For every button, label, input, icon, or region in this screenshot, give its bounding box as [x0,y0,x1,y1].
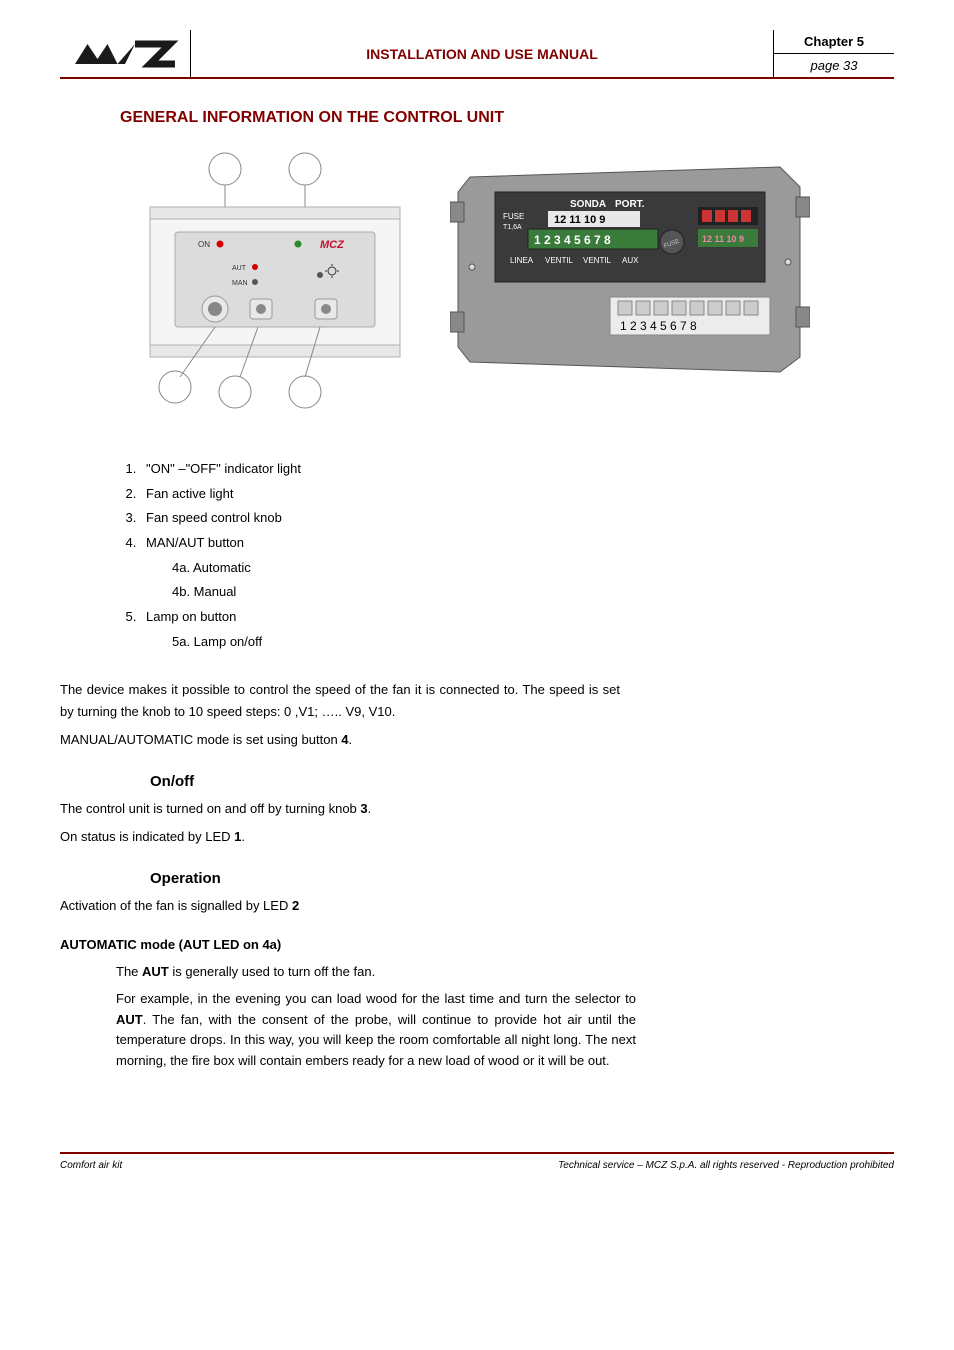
auto-mode-block: The AUT is generally used to turn off th… [116,962,636,1072]
footer-left: Comfort air kit [60,1160,122,1171]
mcz-logo-icon [70,34,180,74]
svg-text:12 11 10 9: 12 11 10 9 [702,234,744,244]
svg-text:AUX: AUX [622,256,639,265]
auto-mode-p: For example, in the evening you can load… [116,989,636,1072]
text: . [241,829,245,844]
text: Activation of the fan is signalled by LE… [60,898,292,913]
text: . The fan, with the consent of the probe… [116,1012,636,1069]
footer-right: Technical service – MCZ S.p.A. all right… [558,1160,894,1171]
svg-text:AUT: AUT [232,265,247,272]
auto-mode-heading: AUTOMATIC mode (AUT LED on 4a) [60,937,894,952]
onoff-heading: On/off [150,773,894,790]
intro-paragraph: The device makes it possible to control … [60,679,620,723]
list-item: "ON" –"OFF" indicator light [140,457,894,482]
man-aut-button [256,304,266,314]
sub-item: 5a. Lamp on/off [172,630,894,655]
text: The control unit is turned on and off by… [60,801,360,816]
page-footer: Comfort air kit Technical service – MCZ … [60,1152,894,1171]
svg-text:1 2 3 4 5 6 7 8: 1 2 3 4 5 6 7 8 [534,233,611,247]
section-title: GENERAL INFORMATION ON THE CONTROL UNIT [120,109,894,127]
operation-heading: Operation [150,870,894,887]
svg-text:VENTIL: VENTIL [583,256,612,265]
list-item: Fan speed control knob [140,506,894,531]
svg-text:12 11 10 9: 12 11 10 9 [554,214,605,226]
bold-ref: 3 [360,801,367,816]
intro-paragraph: MANUAL/AUTOMATIC mode is set using butto… [60,729,620,751]
sub-item: 4a. Automatic [172,556,894,581]
back-panel-figure: FUSE T1,6A SONDA PORT. 12 11 10 9 1 2 3 … [450,147,810,387]
onoff-line: On status is indicated by LED 1. [60,826,620,848]
list-item: Fan active light [140,482,894,507]
svg-text:FUSE: FUSE [503,212,524,221]
speed-knob [208,302,222,316]
lamp-button [321,304,331,314]
text: On status is indicated by LED [60,829,234,844]
onoff-line: The control unit is turned on and off by… [60,798,620,820]
page-header: INSTALLATION AND USE MANUAL Chapter 5 pa… [60,30,894,79]
auto-mode-p: The AUT is generally used to turn off th… [116,962,636,983]
text: MANUAL/AUTOMATIC mode is set using butto… [60,732,341,747]
bold-ref: 2 [292,898,299,913]
chapter-label: Chapter 5 [774,30,894,54]
bold-ref: AUT [142,964,169,979]
list-item-label: Lamp on button [146,609,236,624]
svg-text:MAN: MAN [232,280,248,287]
text: is generally used to turn off the fan. [169,964,375,979]
logo [60,30,190,77]
component-list: "ON" –"OFF" indicator light Fan active l… [140,457,894,655]
svg-text:1 2 3 4 5 6 7 8: 1 2 3 4 5 6 7 8 [620,319,697,333]
list-item: Lamp on button 5a. Lamp on/off [140,605,894,654]
on-label: ON [198,240,210,249]
figures-row: ON MCZ AUT MAN [120,147,894,427]
text: . [349,732,353,747]
manual-title: INSTALLATION AND USE MANUAL [190,30,774,77]
list-item: MAN/AUT button 4a. Automatic 4b. Manual [140,531,894,605]
text: For example, in the evening you can load… [116,991,636,1006]
on-led-icon [217,241,224,248]
brand-text: MCZ [320,239,345,251]
sub-item: 4b. Manual [172,580,894,605]
text: . [368,801,372,816]
list-item-label: MAN/AUT button [146,535,244,550]
chapter-box: Chapter 5 page 33 [774,30,894,77]
front-panel-figure: ON MCZ AUT MAN [120,147,420,427]
page-label: page 33 [811,54,858,77]
text: The [116,964,142,979]
fan-led-icon [295,241,302,248]
operation-line: Activation of the fan is signalled by LE… [60,895,620,917]
svg-text:VENTIL: VENTIL [545,256,574,265]
svg-text:T1,6A: T1,6A [503,224,522,231]
svg-text:SONDA: SONDA [570,199,606,210]
bold-ref: AUT [116,1012,143,1027]
svg-text:LINEA: LINEA [510,256,534,265]
bold-ref: 4 [341,732,348,747]
svg-text:PORT.: PORT. [615,199,645,210]
